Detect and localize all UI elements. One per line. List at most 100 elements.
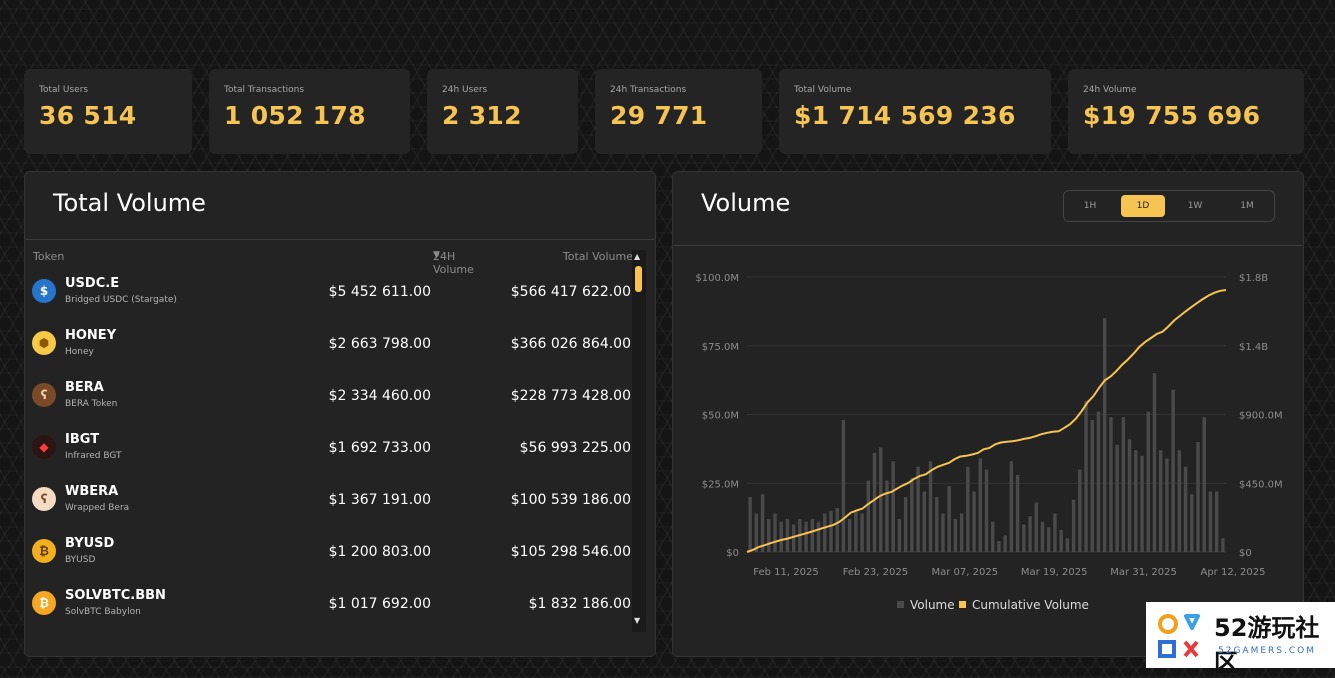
token-total-volume: $56 993 225.00 [519,440,631,456]
volume-bar [935,497,939,552]
timeframe-1m-button[interactable]: 1M [1240,201,1254,211]
wbera-icon: ʕ [32,487,56,511]
volume-bar [1196,442,1200,552]
token-total-volume: $566 417 622.00 [510,284,631,300]
x-tick-label: Mar 19, 2025 [1021,567,1088,578]
table-row[interactable]: ⬢ HONEY Honey $2 663 798.00 $366 026 864.00 [25,322,645,374]
panel-title: Total Volume [53,189,206,217]
volume-bar [1065,538,1070,552]
token-total-volume: $366 026 864.00 [510,336,631,352]
timeframe-1d-button[interactable]: 1D [1121,195,1165,217]
volume-bar [1146,411,1150,552]
ibgt-icon: ◆ [32,435,56,459]
volume-bar [1127,439,1132,552]
token-name: Wrapped Bera [65,503,130,513]
volume-bar [966,466,970,552]
scroll-up-icon[interactable]: ▲ [634,252,641,261]
table-row[interactable]: $ USDC.E Bridged USDC (Stargate) $5 452 611… [25,270,645,322]
token-24h-volume: $1 200 803.00 [328,544,431,560]
y-left-tick-label: $75.0M [702,342,739,353]
volume-bar [1009,461,1014,552]
token-icon-glyph: ₿ [39,596,49,610]
y-left-tick-label: $50.0M [702,411,739,422]
volume-bar [823,513,827,552]
stat-card-24h-users: 24h Users 2 312 [427,69,578,154]
volume-bar [1221,538,1225,552]
column-header-total-volume[interactable]: Total Volume [562,250,633,263]
volume-bar [1046,527,1051,552]
x-tick-label: Mar 31, 2025 [1110,567,1177,578]
stat-value: 1 052 178 [224,101,366,130]
stat-value: 29 771 [610,101,708,130]
token-icon-glyph: ⬢ [38,336,50,350]
solvbtc-icon: ₿ [32,591,56,615]
volume-bar [1071,499,1076,552]
table-row[interactable]: ◆ IBGT Infrared BGT $1 692 733.00 $56 993 22… [25,426,645,478]
volume-bar [835,508,839,552]
volume-bar [866,480,871,552]
legend-cumulative[interactable]: Cumulative Volume [959,598,1089,612]
volume-bar [785,519,790,552]
honey-icon: ⬢ [32,331,56,355]
stat-card-total-users: Total Users 36 514 [24,69,192,154]
token-symbol: BYUSD [65,536,115,551]
volume-bar [791,524,796,552]
volume-bar [1214,491,1219,552]
scrollbar[interactable]: ▲ ▼ [632,250,646,632]
token-name: BYUSD [65,555,96,565]
volume-bar [810,519,815,552]
token-24h-volume: $1 367 191.00 [328,492,431,508]
volume-bar [897,519,902,552]
timeframe-1w-button[interactable]: 1W [1187,201,1203,211]
stat-label: 24h Volume [1083,85,1137,95]
volume-bar [1208,491,1213,552]
volume-bar [922,491,927,552]
volume-bar [854,510,858,552]
token-total-volume: $100 539 186.00 [510,492,631,508]
token-symbol: IBGT [65,432,100,447]
stat-value: 36 514 [39,101,137,130]
volume-bar [1183,466,1188,552]
volume-bar [1152,373,1157,552]
volume-bar [1158,450,1163,552]
stat-value: 2 312 [442,101,522,130]
volume-bar [879,447,883,552]
volume-bar [1034,502,1038,552]
volume-bar [947,486,951,552]
token-symbol: BERA [65,380,104,395]
scroll-down-icon[interactable]: ▼ [634,616,641,625]
volume-bar [1022,524,1026,552]
token-24h-volume: $1 692 733.00 [328,440,431,456]
divider [25,239,655,240]
stat-label: Total Transactions [224,85,305,95]
timeframe-1h-button[interactable]: 1H [1083,201,1097,211]
y-right-tick-label: $900.0M [1239,411,1283,422]
token-icon-glyph: ʕ [40,388,48,402]
stat-label: Total Volume [794,85,852,95]
table-row[interactable]: ₿ BYUSD BYUSD $1 200 803.00 $105 298 546.00 [25,530,645,582]
legend-volume[interactable]: Volume [897,598,955,612]
volume-bar [754,513,759,552]
volume-bar [1003,535,1007,552]
scroll-thumb[interactable] [635,266,642,292]
watermark-logo: 52游玩社区 52GAMERS.COM [1146,602,1335,677]
token-icon-glyph: ʕ [40,492,48,506]
token-24h-volume: $2 334 460.00 [328,388,431,404]
volume-bar [997,541,1001,552]
stat-label: 24h Transactions [610,85,687,95]
table-row[interactable]: ʕ BERA BERA Token $2 334 460.00 $228 773 428… [25,374,645,426]
stat-value: $1 714 569 236 [794,101,1016,130]
volume-bar [1171,389,1175,552]
y-left-tick-label: $100.0M [695,273,739,284]
table-row[interactable]: ʕ WBERA Wrapped Bera $1 367 191.00 $100 539 … [25,478,645,530]
watermark-subtext: 52GAMERS.COM [1218,646,1316,656]
x-tick-label: Feb 11, 2025 [753,567,818,578]
token-symbol: HONEY [65,328,117,343]
volume-bar [903,497,908,552]
token-symbol: USDC.E [65,276,120,291]
volume-bar [1096,411,1101,552]
x-tick-label: Mar 07, 2025 [932,567,999,578]
volume-bar [860,513,864,552]
table-row[interactable]: ₿ SOLVBTC.BBN SolvBTC Babylon $1 017 692.00… [25,582,645,634]
token-symbol: SOLVBTC.BBN [65,588,166,603]
